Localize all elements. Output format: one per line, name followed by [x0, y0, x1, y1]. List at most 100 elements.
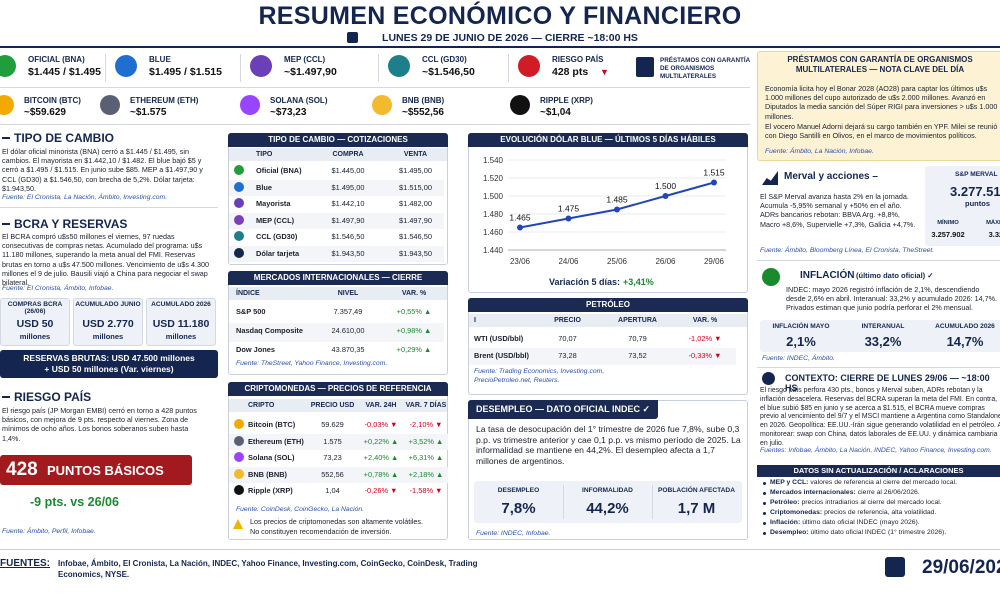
unemp-stats-box: [474, 481, 742, 523]
stat-unit: millones: [165, 332, 197, 341]
ticker-note: PRÉSTAMOS CON GARANTÍA DE ORGANISMOS MUL…: [660, 57, 750, 80]
row-stripe: [229, 212, 444, 229]
stat-label: COMPRAS BCRA (26/06): [7, 301, 63, 315]
row-stripe: [229, 245, 444, 262]
risk-unit: PUNTOS BÁSICOS: [47, 463, 164, 478]
merval-text: El S&P Merval avanza hasta 2% en la jorn…: [760, 192, 916, 229]
row-stripe: [229, 179, 444, 196]
table-cell: Mayorista: [256, 199, 291, 208]
footer-rule: [0, 549, 1000, 550]
footer-text: Infobae, Ámbito, El Cronista, La Nación,…: [58, 559, 478, 579]
stat-value: 7,8%: [501, 500, 536, 517]
table-cell: +2,40% ▲: [363, 453, 399, 462]
section-source: Fuentes: Infobae, Ámbito, La Nación, IND…: [760, 447, 992, 454]
row-icon: [234, 485, 244, 495]
crypto-value: ~$552,56: [402, 107, 444, 118]
notes-header: DATOS SIN ACTUALIZACIÓN / ACLARACIONES: [757, 465, 1000, 477]
stat-value: USD 11.180: [152, 318, 210, 330]
table-cell: 552,56: [321, 469, 344, 479]
table-cell: $1.445,00: [331, 166, 365, 175]
row-icon: [234, 181, 244, 192]
section-source: Fuente: Ámbito, Bloomberg Línea, El Cron…: [760, 247, 935, 254]
column-header: PRECIO USD: [310, 402, 355, 409]
ticker-value: ~$1.497,90: [284, 66, 337, 78]
note-bullet: [763, 502, 766, 505]
note-text: cierre al 26/06/2026.: [857, 489, 920, 496]
table-cell: $1.497,90: [331, 215, 365, 225]
header-band: [469, 314, 747, 327]
key-note-p1: Economía licita hoy el Bonar 2028 (AO28)…: [765, 84, 998, 121]
table-cell: $1.482,00: [399, 199, 432, 208]
table-cell: 7.357,49: [333, 307, 363, 316]
table-cell: MEP (CCL): [256, 215, 295, 225]
stat-label: DESEMPLEO: [497, 487, 540, 494]
section-rule: [0, 207, 218, 208]
section-dash: [2, 137, 10, 139]
merval-icon: [762, 171, 778, 185]
crypto-icon: [510, 95, 530, 115]
key-note-box: [757, 51, 1000, 161]
note-bullet: [763, 522, 766, 525]
crypto-label: BNB (BNB): [402, 96, 445, 105]
header-band: [229, 148, 447, 161]
note-label: Mercados internacionales:: [770, 489, 856, 496]
point: [517, 224, 523, 231]
note-text: último dato oficial INDEC (mayo 2026).: [802, 519, 920, 526]
note-text: último dato oficial INDEC (1° trimestre …: [810, 529, 947, 536]
table-cell: Dow Jones: [236, 345, 276, 354]
header-band: [229, 399, 447, 412]
chart-caption: Variación 5 días:: [548, 277, 620, 287]
table-cell: +0,22% ▲: [363, 436, 399, 446]
crypto-value: ~$59.629: [24, 107, 66, 118]
merval-box-unit: puntos: [965, 199, 990, 208]
stat-box: [146, 298, 216, 346]
stat-label: INTERANUAL: [861, 323, 905, 330]
risk-value: 428: [6, 459, 38, 480]
merval-title: Merval y acciones –: [784, 171, 878, 182]
y-tick-label: 1.500: [483, 192, 504, 201]
crypto-value: ~$73,23: [270, 107, 307, 118]
table-cell: -0,26% ▼: [364, 486, 398, 495]
panel-header: CRIPTOMONEDAS — PRECIOS DE REFERENCIA (2…: [228, 382, 448, 407]
section-dash: [2, 396, 10, 398]
stat-label: INFORMALIDAD: [582, 487, 633, 494]
column-header: VAR. %: [401, 290, 427, 297]
y-tick-label: 1.460: [483, 228, 504, 237]
section-title: BCRA Y RESERVAS: [14, 217, 128, 231]
table-cell: $1.495,00: [331, 182, 365, 192]
panel-header: MERCADOS INTERNACIONALES — CIERRE: [228, 271, 448, 285]
row-icon: [234, 247, 244, 258]
crypto-value: ~$1.575: [130, 107, 167, 118]
ticker-icon: [0, 55, 16, 77]
point: [662, 193, 669, 199]
ticker-sep: [508, 54, 509, 82]
section-text: El dólar oficial minorista (BNA) cerró a…: [2, 147, 203, 193]
table-cell: WTI (USD/bbl): [474, 334, 524, 343]
note-text: precios de referencia, alta volatilidad.: [824, 509, 937, 516]
panel-header: PETRÓLEO: [468, 298, 748, 312]
note-text: precios intradiarios al cierre del merca…: [801, 499, 942, 506]
ticker-icon: [388, 55, 410, 77]
ticker-icon: [518, 55, 540, 77]
table-cell: Oficial (BNA): [256, 166, 302, 175]
table-cell: $1.546,50: [399, 232, 432, 241]
note-label: Petróleo:: [770, 499, 800, 506]
crypto-icon: [100, 95, 120, 115]
column-header: VAR. 24H: [365, 402, 397, 409]
section-source: Fuente: CoinDesk, CoinGecko, La Nación.: [236, 506, 365, 513]
footer-calendar: [885, 557, 905, 577]
table-cell: -0,33% ▼: [688, 351, 722, 360]
header-band: [229, 287, 447, 300]
key-note-p2: El vocero Manuel Adorni dejará su cargo …: [765, 122, 998, 141]
section-source: Fuente: INDEC, Ámbito.: [762, 355, 835, 362]
table-cell: +0,78% ▲: [363, 469, 399, 479]
section-source: Fuente: Ámbito, Perfil, Infobae.: [2, 528, 96, 535]
stat-label: ACUMULADO JUNIO: [75, 301, 141, 308]
ticker-label: BLUE: [149, 55, 171, 64]
point: [711, 179, 717, 186]
inflation-icon: [762, 268, 780, 286]
section-source: Fuente: Trading Economics, Investing.com…: [474, 368, 605, 375]
stat-box: [0, 298, 70, 346]
row-stripe: [229, 433, 448, 450]
